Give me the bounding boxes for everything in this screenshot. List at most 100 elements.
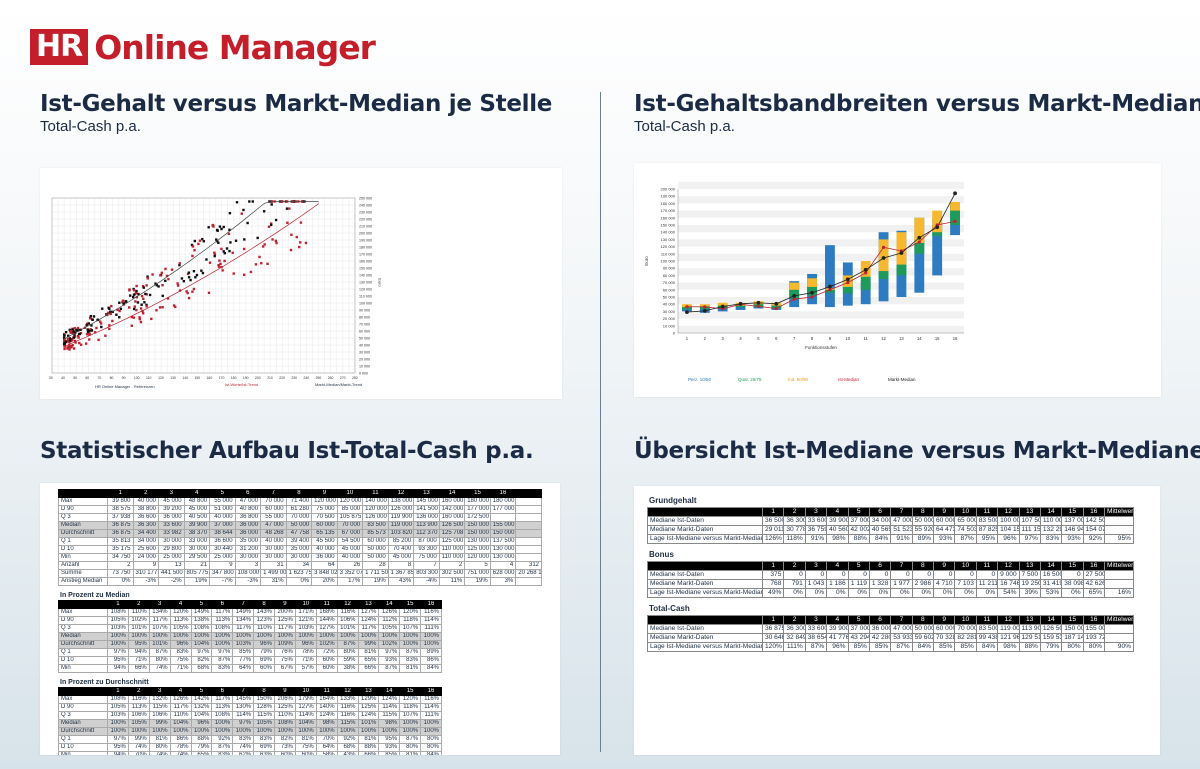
markt-point — [73, 334, 76, 337]
y-tick-label: 220 000 — [359, 218, 372, 222]
table-cell: 100% — [378, 632, 401, 641]
table-cell: 88% — [190, 735, 213, 744]
markt-point — [132, 293, 136, 296]
table-cell: 142 000 — [438, 505, 466, 514]
table-cell: 100% — [336, 727, 359, 736]
y-tick-label: 60 000 — [359, 330, 370, 334]
ist-point — [192, 287, 196, 291]
markt-median-point — [828, 284, 832, 289]
y-tick-label: 210 000 — [359, 225, 372, 229]
row-label: Median — [58, 521, 108, 530]
table-cell: 38% — [336, 664, 359, 673]
markt-point — [140, 303, 143, 306]
band-stripe — [678, 196, 964, 204]
table-cell: 0 — [868, 570, 892, 580]
table-cell: 100% — [253, 632, 275, 641]
column-header: 3 — [804, 561, 828, 571]
x-tick-label: 6 — [775, 336, 778, 341]
table-cell: 105% — [253, 719, 275, 728]
ist-point — [135, 296, 139, 299]
ist-point — [286, 221, 289, 224]
markt-point — [161, 294, 164, 298]
ist-median-point — [828, 288, 832, 292]
table-cell: 100% — [315, 632, 338, 641]
table-cell: 104 151 — [997, 525, 1020, 535]
band-stripe — [678, 325, 964, 333]
ist-point — [134, 292, 137, 296]
table-cell: 35 175 — [107, 545, 134, 554]
table-cell: 100 000 — [997, 516, 1020, 526]
table-cell: 64% — [232, 664, 255, 673]
table-cell: 84% — [420, 751, 442, 755]
ist-point — [298, 245, 301, 249]
table-cell: 81% — [357, 648, 380, 657]
table-cell: 87 000 — [413, 537, 440, 546]
ist-point — [66, 346, 69, 349]
table-cell: 58% — [315, 751, 338, 755]
table-cell: 60% — [315, 656, 338, 665]
ist-point — [193, 249, 196, 252]
markt-point — [118, 301, 121, 304]
p10-50-bar — [825, 245, 835, 308]
table-cell: 40 560 — [826, 525, 849, 535]
q25-75-bar — [896, 261, 907, 276]
table-cell: 88% — [1018, 642, 1041, 652]
table-cell: 39 400 — [285, 537, 313, 546]
column-header: 7 — [260, 489, 287, 498]
markt-median-point — [881, 256, 886, 260]
mittelwert-cell — [1104, 525, 1134, 535]
x-tick-label: 240 — [304, 376, 310, 380]
table-cell: 7 — [413, 561, 440, 570]
ist-point — [159, 274, 162, 277]
table-cell: 79% — [190, 743, 213, 752]
table-cell: 71% — [294, 656, 317, 665]
table-row: Q 3 103% 101% 107% 105% 108% 108% 117% 110% 117% 1… — [58, 624, 442, 633]
table-cell: 60% — [294, 751, 317, 755]
y-tick-label: 150 000 — [359, 267, 372, 271]
ist-median-line — [686, 221, 956, 310]
table-cell: 80% — [148, 656, 171, 665]
column-header: 15 — [1061, 561, 1084, 571]
stats-panel: 1 2 3 4 5 6 7 8 9 10 11 12 13 14 15 16 Max 39 800 40 000 45… — [40, 483, 560, 755]
table-cell: 83% — [1039, 534, 1063, 544]
markt-point — [109, 310, 112, 313]
ist-point — [271, 238, 274, 241]
scatter-footer-mid: Ist-Werte/Ist-Trend — [225, 382, 259, 387]
markt-median-point — [917, 235, 922, 240]
table-cell: 94% — [127, 648, 150, 657]
table-cell: 91% — [890, 534, 913, 544]
ist-point — [213, 253, 217, 256]
table-cell: 105% — [107, 703, 129, 712]
table-cell: 101% — [357, 719, 380, 728]
table-cell: 120% — [169, 608, 192, 617]
y-tick-label: 120 000 — [359, 288, 372, 292]
markt-point — [77, 329, 80, 332]
table-cell: 37 000 — [847, 516, 870, 526]
markt-median-point — [720, 304, 725, 309]
table-cell: 82% — [274, 735, 296, 744]
scatter-title: Ist-Gehalt versus Markt-Median je Stelle — [40, 91, 553, 117]
markt-point — [180, 277, 184, 280]
markt-point — [242, 208, 245, 212]
table-cell: 1 043 — [804, 579, 828, 589]
column-header: 6 — [868, 615, 892, 625]
column-header-mittelwert: Mittelwert — [1104, 615, 1134, 625]
table-cell: 171% — [294, 608, 317, 617]
markt-point — [207, 226, 210, 229]
table-cell: 70 400 — [387, 545, 415, 554]
table-cell: 60 000 — [932, 624, 956, 634]
markt-point — [146, 275, 149, 278]
table-cell: 81% — [148, 735, 171, 744]
row-label: Durchschnitt — [58, 640, 108, 649]
ist-point — [158, 306, 162, 309]
table-cell: 48 800 — [183, 497, 211, 506]
table-cell: 143% — [253, 608, 275, 617]
column-header: 13 — [357, 687, 380, 696]
table-cell: 113% — [211, 703, 234, 712]
column-header: 11 — [362, 489, 389, 498]
y-tick-label: 180 000 — [359, 246, 372, 250]
legend-entry: Perz. 10/50 — [688, 377, 712, 382]
x-tick-label: 170 — [219, 376, 225, 380]
row-label: Q 3 — [58, 624, 108, 633]
y-tick-label: 30 000 — [663, 309, 676, 314]
